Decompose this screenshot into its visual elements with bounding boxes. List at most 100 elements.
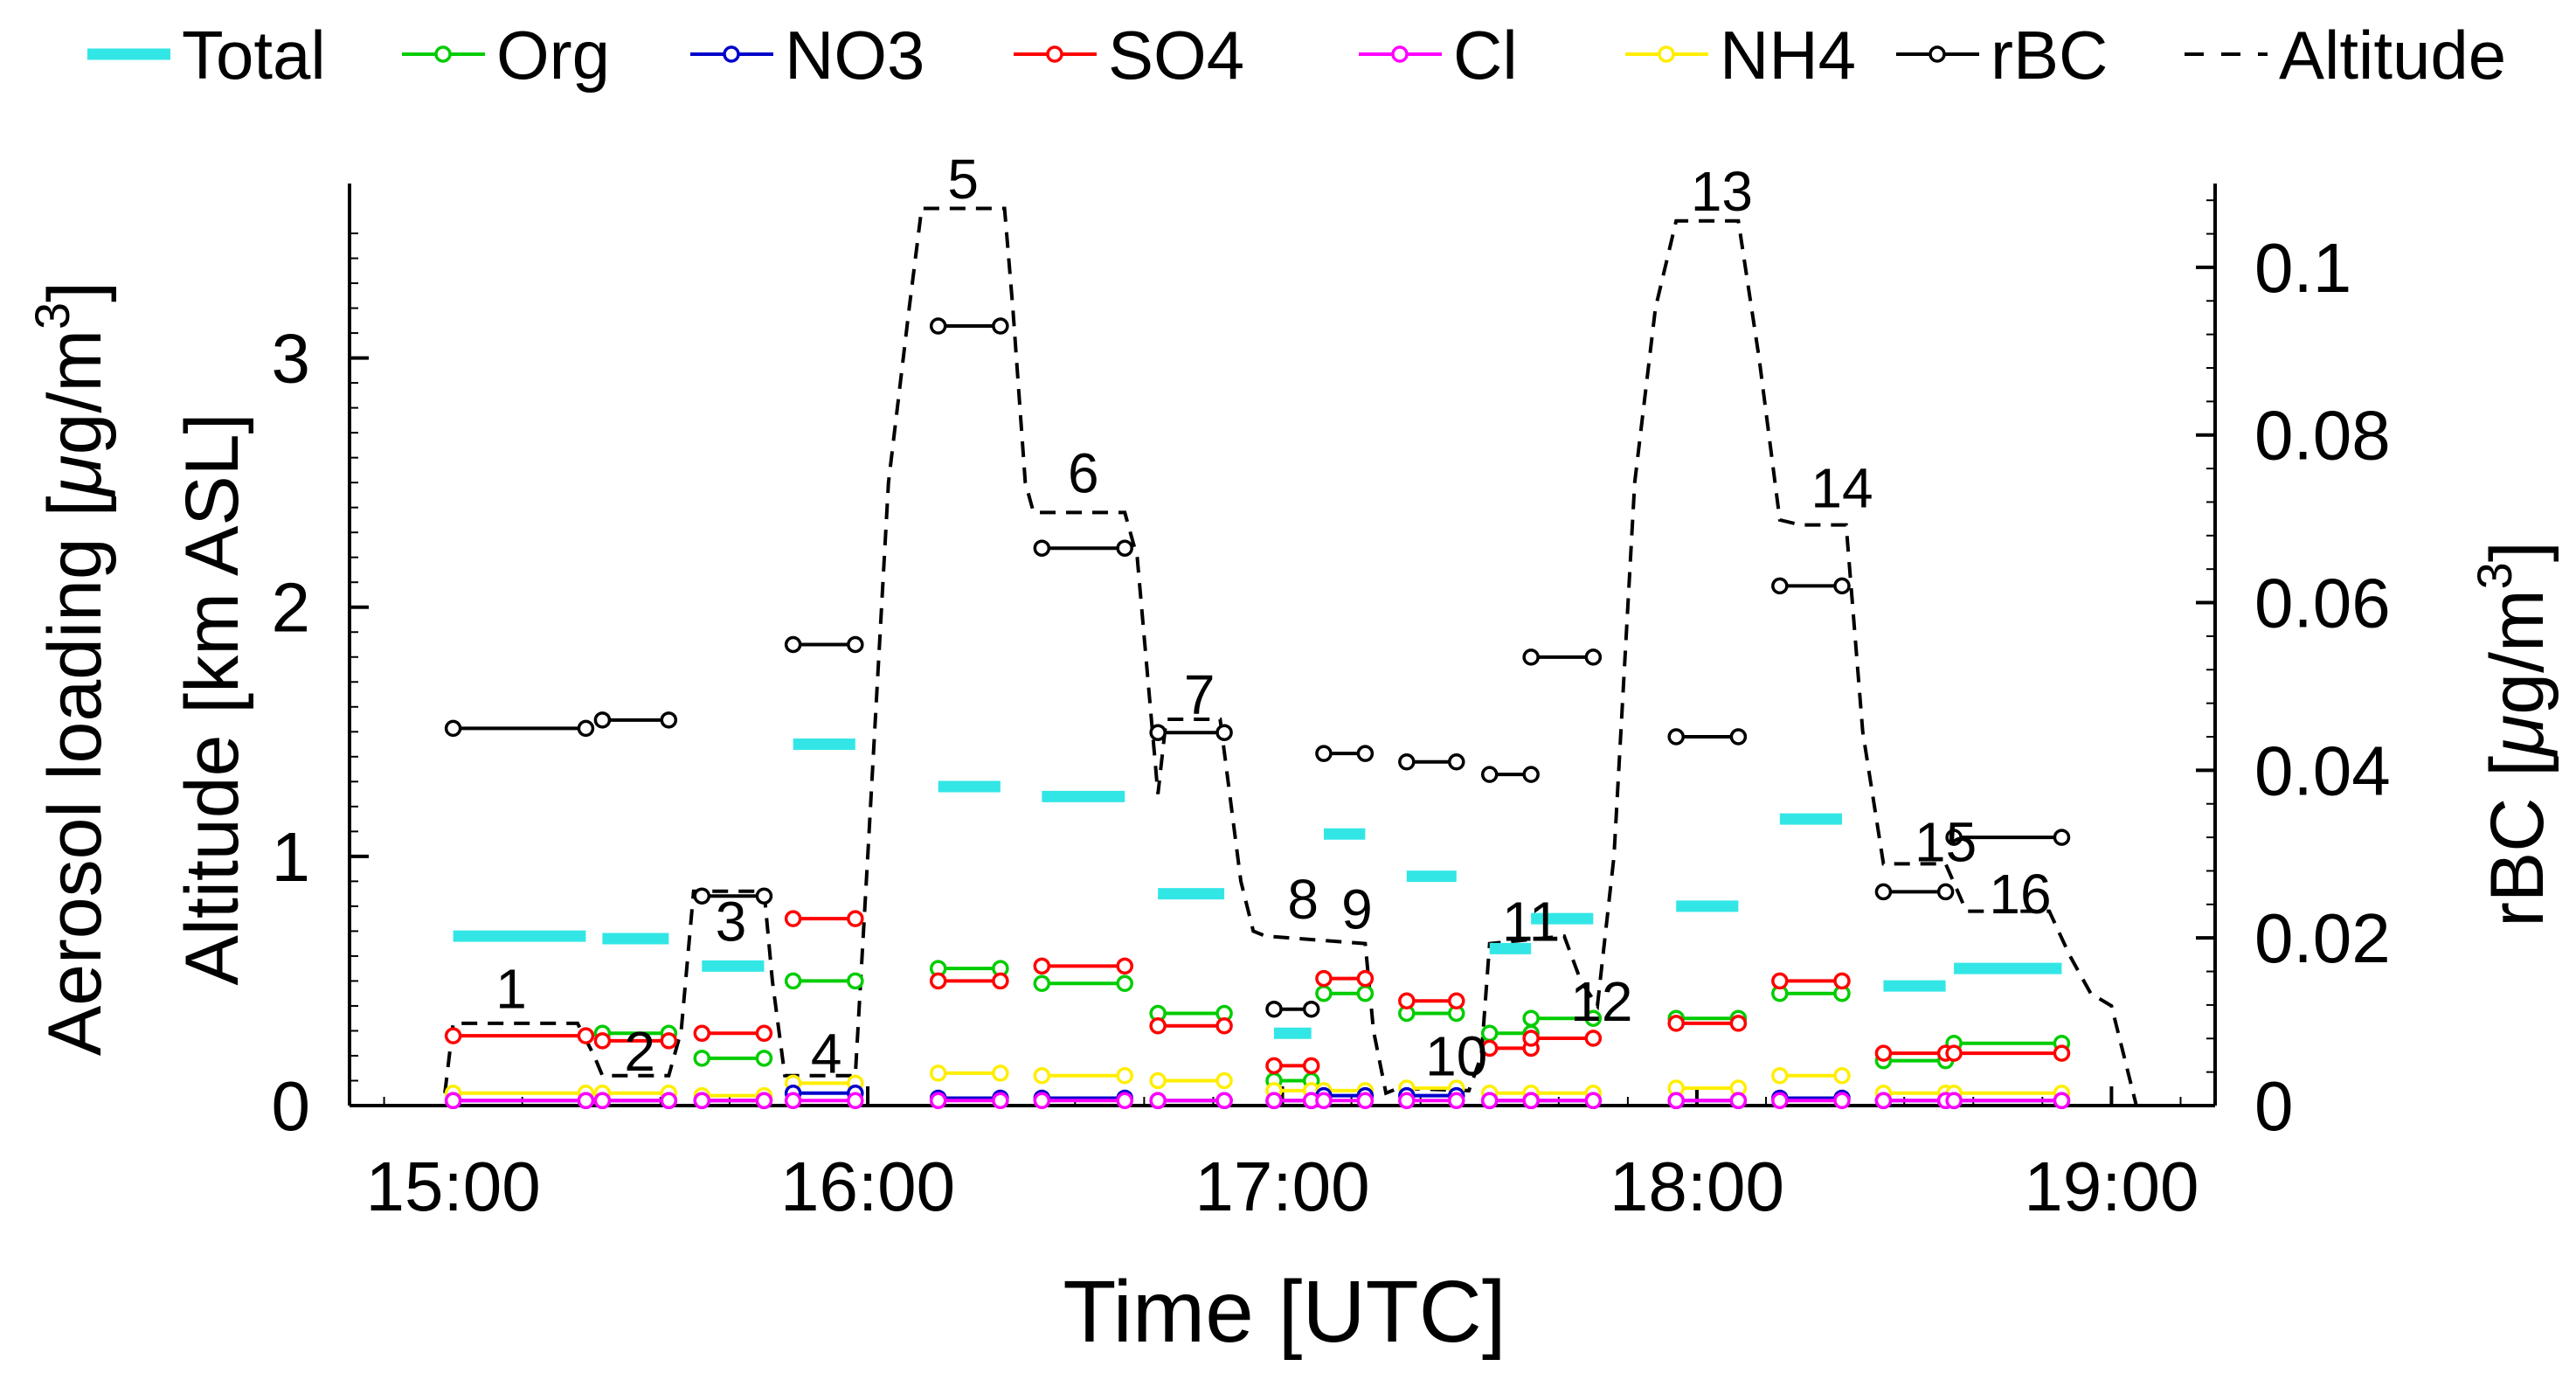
axes: 15:00 16:00 17:00 18:00 19:00012300.020.040.… [272, 184, 2391, 1225]
cl-marker [1667, 1092, 1685, 1110]
org-marker [1584, 1009, 1603, 1027]
org-marker [693, 1050, 711, 1067]
rbc-marker [1584, 648, 1603, 666]
so4-marker [444, 1027, 462, 1044]
rbc-marker [1398, 753, 1416, 771]
y-left-label-mu: μ [33, 454, 117, 497]
so4-marker [1729, 1015, 1748, 1032]
rbc-marker [2053, 829, 2071, 846]
cl-marker [1149, 1092, 1167, 1110]
legend: Total Org NO3 SO4 Cl NH4 rBC Altitude [87, 17, 2506, 94]
altitude-segment-label: 13 [1691, 160, 1753, 223]
org-marker [1356, 984, 1375, 1002]
legend-label: Altitude [2279, 17, 2506, 94]
altitude-segment-label: 7 [1184, 663, 1215, 726]
altitude-segment-label: 14 [1811, 456, 1873, 519]
cl-marker [444, 1092, 462, 1110]
altitude-segment-label: 16 [1989, 863, 2051, 926]
cl-marker [1480, 1092, 1499, 1110]
rbc-marker [784, 635, 802, 654]
so4-marker [992, 972, 1009, 990]
cl-marker [1771, 1092, 1789, 1110]
rbc-marker [1265, 1000, 1283, 1018]
rbc-marker [929, 317, 947, 335]
cl-marker [929, 1092, 947, 1110]
rbc-marker [593, 711, 612, 729]
cl-marker [847, 1092, 864, 1110]
rbc-marker [1874, 883, 1893, 901]
legend-marker [1391, 45, 1409, 63]
so4-marker [1116, 957, 1133, 975]
rbc-marker [577, 719, 595, 738]
rbc-marker [992, 317, 1009, 335]
cl-marker [1874, 1092, 1893, 1110]
cl-marker [577, 1092, 595, 1110]
so4-marker [1215, 1017, 1233, 1035]
rbc-marker [1116, 539, 1133, 557]
so4-marker [1033, 957, 1051, 975]
rbc-marker [1356, 745, 1375, 762]
rbc-marker [1149, 724, 1167, 741]
altitude-segment-label: 8 [1287, 868, 1319, 931]
nh4-marker [1149, 1071, 1167, 1090]
cl-marker [593, 1092, 612, 1110]
cl-marker [992, 1092, 1009, 1110]
altitude-segment-label: 5 [947, 148, 979, 211]
altitude-segment-label: 9 [1341, 877, 1373, 940]
rbc-marker [1480, 766, 1499, 783]
so4-marker [1874, 1044, 1893, 1062]
so4-marker [1302, 1057, 1320, 1075]
so4-marker [1771, 972, 1789, 990]
so4-marker [660, 1032, 678, 1050]
altitude-segment-label: 15 [1915, 810, 1977, 873]
so4-marker [1522, 1030, 1540, 1047]
legend-label: rBC [1991, 17, 2108, 94]
legend-marker [723, 45, 740, 63]
x-tick-label: 19:00 [2024, 1148, 2199, 1225]
so4-marker [784, 910, 802, 927]
legend-label: NO3 [785, 17, 924, 94]
rbc-marker [444, 719, 462, 738]
rbc-marker [1215, 724, 1233, 741]
legend-label: Org [496, 17, 610, 94]
cl-marker [1584, 1092, 1603, 1110]
legend-marker [434, 45, 452, 63]
cl-marker [693, 1092, 711, 1110]
rbc-marker [755, 887, 773, 905]
cl-marker [1945, 1092, 1963, 1110]
legend-entry-org: Org [402, 17, 610, 94]
legend-entry-rbc: rBC [1896, 17, 2108, 94]
x-tick-label: 17:00 [1195, 1148, 1369, 1225]
y-right-label-unit: g/m [2476, 589, 2559, 714]
cl-marker [1116, 1092, 1133, 1110]
series-rbc [444, 317, 2071, 1018]
y-right-tick-label: 0.08 [2254, 397, 2391, 475]
legend-label: NH4 [1720, 17, 1856, 94]
legend-entry-so4: SO4 [1014, 17, 1244, 94]
legend-entry-altitude: Altitude [2185, 17, 2506, 94]
series-total [453, 739, 2062, 1039]
y-right-tick-label: 0.06 [2254, 565, 2391, 642]
legend-marker [1658, 45, 1675, 63]
altitude-segment-label: 11 [1502, 891, 1560, 954]
y-left-tick-label: 3 [272, 320, 311, 398]
altitude-segment-label: 4 [811, 1023, 842, 1085]
altitude-segment-label: 1 [495, 958, 527, 1021]
rbc-marker [1945, 829, 1963, 846]
so4-marker [929, 972, 947, 990]
rbc-marker [660, 711, 678, 729]
rbc-marker [1667, 728, 1685, 746]
so4-marker [1480, 1039, 1499, 1058]
rbc-marker [1771, 577, 1789, 595]
rbc-marker [1033, 539, 1051, 557]
x-tick-label: 16:00 [780, 1148, 955, 1225]
cl-marker [1033, 1092, 1051, 1110]
org-marker [784, 972, 802, 990]
so4-marker [2053, 1044, 2071, 1062]
legend-marker [1929, 45, 1946, 63]
altitude-segment-label: 3 [716, 891, 747, 954]
rbc-marker [1315, 745, 1333, 762]
rbc-marker [1729, 728, 1748, 746]
cl-marker [660, 1092, 678, 1110]
legend-entry-nh4: NH4 [1625, 17, 1856, 94]
